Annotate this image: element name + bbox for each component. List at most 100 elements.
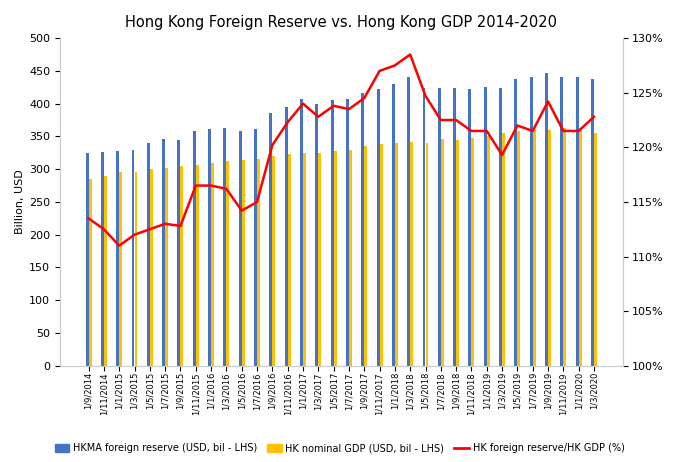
HK foreign reserve/HK GDP (%) [100,226,108,232]
Bar [560,77,564,366]
Bar [147,143,150,366]
Bar [181,166,183,366]
Bar [349,150,352,366]
HK foreign reserve/HK GDP (%) [299,101,307,106]
Bar [134,172,137,366]
Bar [272,156,275,366]
Bar [331,100,333,366]
Bar [101,152,104,366]
HK foreign reserve/HK GDP (%) [375,68,384,73]
Y-axis label: Billion, USD: Billion, USD [15,170,25,234]
Bar [515,79,517,366]
Bar [104,176,107,366]
Bar [377,89,380,366]
Bar [208,129,211,366]
Legend: HKMA foreign reserve (USD, bil - LHS), HK nominal GDP (USD, bil - LHS), HK forei: HKMA foreign reserve (USD, bil - LHS), H… [51,439,628,457]
Bar [254,128,257,366]
Bar [530,78,533,366]
HK foreign reserve/HK GDP (%) [452,117,460,123]
Line: HK foreign reserve/HK GDP (%): HK foreign reserve/HK GDP (%) [88,55,594,246]
HK foreign reserve/HK GDP (%) [146,226,154,232]
Bar [410,142,413,366]
Bar [270,114,272,366]
Bar [533,128,536,366]
Bar [548,130,551,366]
HK foreign reserve/HK GDP (%) [590,114,598,120]
HK foreign reserve/HK GDP (%) [422,93,430,99]
HK foreign reserve/HK GDP (%) [238,208,246,213]
Bar [150,169,153,366]
Bar [120,172,122,366]
Bar [315,104,318,366]
Bar [239,131,242,366]
Bar [422,88,426,366]
Title: Hong Kong Foreign Reserve vs. Hong Kong GDP 2014-2020: Hong Kong Foreign Reserve vs. Hong Kong … [125,15,557,30]
Bar [576,77,579,366]
Bar [193,131,196,366]
Bar [579,128,582,366]
HK foreign reserve/HK GDP (%) [391,63,399,68]
Bar [441,139,444,366]
Bar [380,144,382,366]
HK foreign reserve/HK GDP (%) [345,106,353,112]
HK foreign reserve/HK GDP (%) [513,123,521,128]
Bar [469,89,471,366]
Bar [499,88,502,366]
Bar [88,179,92,366]
Bar [361,93,364,366]
Bar [223,128,226,366]
Bar [471,138,475,366]
Bar [162,139,165,366]
Bar [487,136,490,366]
Bar [517,131,520,366]
HK foreign reserve/HK GDP (%) [314,114,323,120]
HK foreign reserve/HK GDP (%) [544,99,552,104]
Bar [300,99,303,366]
Bar [303,153,306,366]
HK foreign reserve/HK GDP (%) [253,199,261,205]
HK foreign reserve/HK GDP (%) [329,103,337,109]
HK foreign reserve/HK GDP (%) [130,232,139,237]
HK foreign reserve/HK GDP (%) [115,243,124,249]
Bar [333,151,337,366]
HK foreign reserve/HK GDP (%) [498,152,506,158]
HK foreign reserve/HK GDP (%) [529,128,537,134]
Bar [407,78,410,366]
Bar [318,153,321,366]
HK foreign reserve/HK GDP (%) [207,183,215,188]
HK foreign reserve/HK GDP (%) [84,216,92,221]
Bar [257,159,260,366]
Bar [426,143,428,366]
HK foreign reserve/HK GDP (%) [574,128,583,134]
HK foreign reserve/HK GDP (%) [467,128,475,134]
Bar [288,154,291,366]
Bar [591,79,594,366]
HK foreign reserve/HK GDP (%) [222,186,230,192]
Bar [226,161,230,366]
Bar [285,107,288,366]
Bar [242,160,244,366]
HK foreign reserve/HK GDP (%) [437,117,445,123]
Bar [502,133,505,366]
Bar [392,84,395,366]
HK foreign reserve/HK GDP (%) [559,128,568,134]
Bar [346,99,349,366]
Bar [395,143,398,366]
Bar [484,87,487,366]
HK foreign reserve/HK GDP (%) [177,223,185,229]
Bar [456,140,459,366]
Bar [211,163,214,366]
Bar [177,140,181,366]
Bar [438,88,441,366]
HK foreign reserve/HK GDP (%) [360,96,368,101]
Bar [196,165,199,366]
Bar [545,73,548,366]
HK foreign reserve/HK GDP (%) [284,120,292,125]
Bar [165,168,168,366]
HK foreign reserve/HK GDP (%) [191,183,200,188]
Bar [86,153,88,366]
HK foreign reserve/HK GDP (%) [161,221,169,226]
Bar [364,146,367,366]
HK foreign reserve/HK GDP (%) [406,52,414,57]
Bar [453,88,456,366]
